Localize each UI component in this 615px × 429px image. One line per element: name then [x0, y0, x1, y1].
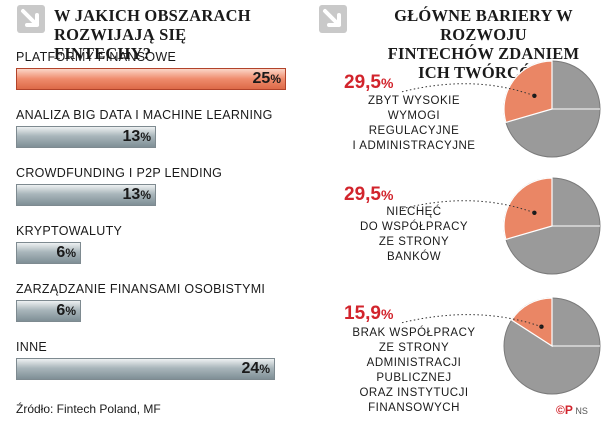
right-chart-title: GŁÓWNE BARIERY W ROZWOJU FINTECHÓW ZDANI… — [356, 6, 611, 82]
pie-description-line: WYMOGI — [387, 110, 441, 122]
bar-label: ANALIZA BIG DATA I MACHINE LEARNING — [16, 108, 273, 122]
bar-label: KRYPTOWALUTY — [16, 224, 123, 238]
pie-description-line: ZBYT WYSOKIE — [367, 95, 461, 107]
pie-description-line: REGULACYJNE — [368, 125, 460, 137]
bar-value-label: 13% — [122, 128, 151, 145]
bar: 6% — [16, 242, 81, 264]
pie-description-line: BRAK WSPÓŁPRACY — [352, 327, 476, 339]
pie-leader-dot — [532, 93, 537, 98]
pie-description-line: ZE STRONY — [378, 236, 450, 248]
pie-description-line: FINANSOWYCH — [368, 402, 460, 414]
left-title-line1: W JAKICH OBSZARACH — [54, 6, 251, 25]
bar-label: PLATFORMY FINANSOWE — [16, 50, 177, 64]
bar-value-label: 13% — [122, 186, 151, 203]
bar-value-label: 25% — [252, 70, 281, 87]
credit-initials: NS — [575, 406, 588, 416]
right-title-line2: FINTECHÓW ZDANIEM — [387, 44, 580, 63]
pie-description: ZBYT WYSOKIE WYMOGI REGULACYJNE I ADMINISTR… — [339, 94, 489, 154]
pie-description-line: NIECHĘĆ — [386, 206, 442, 218]
bar: 6% — [16, 300, 81, 322]
bar: 24% — [16, 358, 275, 380]
left-chart-title: W JAKICH OBSZARACH ROZWIJAJĄ SIĘ FINTECH… — [54, 6, 274, 63]
pie-description-line: BANKÓW — [386, 251, 442, 263]
arrow-down-right-icon — [319, 5, 347, 33]
pie-chart — [503, 177, 601, 275]
pie-value-label: 15,9% — [344, 303, 394, 324]
bar-label: ZARZĄDZANIE FINANSAMI OSOBISTYMI — [16, 282, 266, 296]
pie-value-label: 29,5% — [344, 72, 394, 93]
bar: 13% — [16, 184, 156, 206]
pie-leader-line — [401, 83, 535, 97]
pie-value-label: 29,5% — [344, 184, 394, 205]
pie-leader-line — [401, 314, 542, 328]
pie-description-line: I ADMINISTRACYJNE — [352, 140, 476, 152]
pie-description-line: ZE STRONY — [378, 342, 450, 354]
bar-value-label: 6% — [56, 302, 76, 319]
bar-value-label: 24% — [241, 360, 270, 377]
pie-chart — [503, 60, 601, 158]
pie-description: BRAK WSPÓŁPRACY ZE STRONY ADMINISTRACJI PUB… — [339, 326, 489, 416]
publisher-logo: ©P — [556, 403, 573, 417]
credit: ©P NS — [556, 403, 588, 417]
pie-description-line: ADMINISTRACJI — [366, 357, 462, 369]
pie-chart — [503, 297, 601, 395]
pie-description-line: ORAZ INSTYTUCJI — [359, 387, 469, 399]
pie-slice-highlight — [503, 177, 553, 241]
pie-description: NIECHĘĆ DO WSPÓŁPRACY ZE STRONY BANKÓW — [339, 205, 489, 265]
right-title-line1: GŁÓWNE BARIERY W ROZWOJU — [394, 6, 573, 44]
pie-description-line: PUBLICZNEJ — [376, 372, 452, 384]
arrow-down-right-icon — [17, 5, 45, 33]
bar: 13% — [16, 126, 156, 148]
bar: 25% — [16, 68, 286, 90]
pie-slice-highlight — [510, 297, 553, 348]
bar-label: INNE — [16, 340, 48, 354]
pie-leader-line — [401, 200, 535, 214]
source-note: Źródło: Fintech Poland, MF — [16, 402, 161, 416]
pie-leader-dot — [532, 210, 537, 215]
pie-slice-highlight — [503, 60, 553, 124]
bar-value-label: 6% — [56, 244, 76, 261]
bar-label: CROWDFUNDING I P2P LENDING — [16, 166, 223, 180]
pie-description-line: DO WSPÓŁPRACY — [359, 221, 469, 233]
left-title-line2: ROZWIJAJĄ SIĘ FINTECHY? — [54, 25, 187, 63]
